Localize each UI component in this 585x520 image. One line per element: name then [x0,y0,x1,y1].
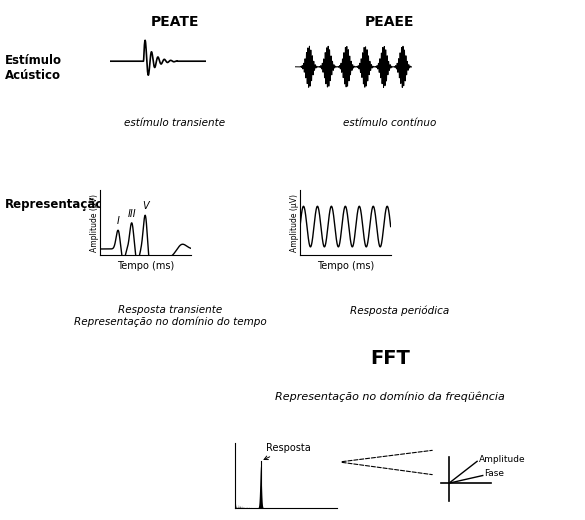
Text: I: I [116,216,119,226]
Text: Amplitude: Amplitude [479,454,525,464]
Text: Estímulo
Acústico: Estímulo Acústico [5,54,62,82]
X-axis label: Tempo (ms): Tempo (ms) [316,261,374,270]
Y-axis label: Amplitude (µV): Amplitude (µV) [290,193,298,252]
Text: PEATE: PEATE [151,15,199,29]
Text: III: III [128,209,136,218]
Text: Resposta transiente
Representação no domínio do tempo: Resposta transiente Representação no dom… [74,305,266,327]
Text: Resposta: Resposta [264,443,311,460]
Text: Fase: Fase [484,469,504,478]
Text: FFT: FFT [370,348,410,368]
Text: estímulo contínuo: estímulo contínuo [343,118,436,128]
Text: Resposta periódica: Resposta periódica [350,305,450,316]
Text: V: V [142,201,149,211]
Y-axis label: Amplitude (µV): Amplitude (µV) [90,193,99,252]
X-axis label: Tempo (ms): Tempo (ms) [117,261,174,270]
Text: estímulo transiente: estímulo transiente [125,118,226,128]
Text: PEAEE: PEAEE [365,15,415,29]
Text: Representação: Representação [5,199,104,212]
Text: Representação no domínio da freqüência: Representação no domínio da freqüência [275,392,505,402]
